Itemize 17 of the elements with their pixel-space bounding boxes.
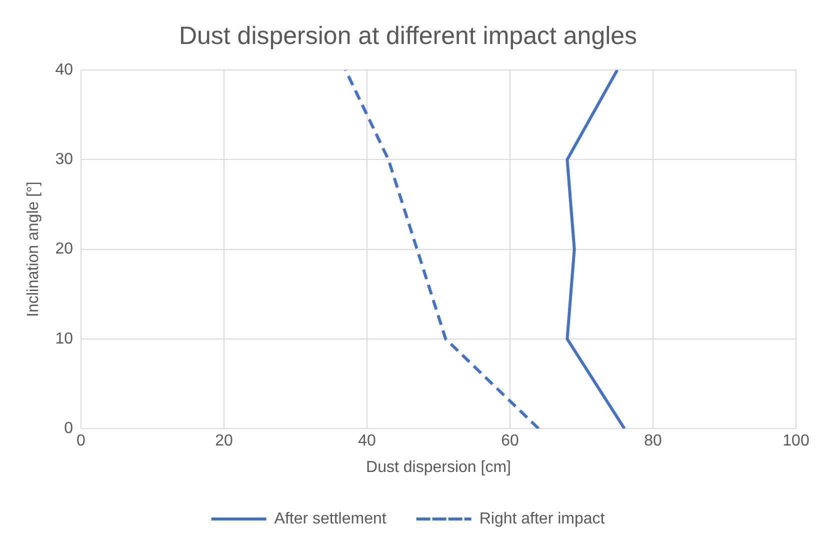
y-axis-title: Inclination angle [°] xyxy=(25,182,42,317)
x-tick-label: 60 xyxy=(501,432,519,450)
y-tick-label: 10 xyxy=(55,330,74,348)
x-tick-label: 0 xyxy=(76,432,86,450)
line-series xyxy=(344,70,540,429)
x-tick-label: 20 xyxy=(215,432,233,450)
x-tick-label: 40 xyxy=(358,432,376,450)
x-tick-label: 80 xyxy=(644,432,662,450)
y-tick-label: 30 xyxy=(55,151,74,168)
chart-title: Dust dispersion at different impact angles xyxy=(178,22,638,50)
legend-label: After settlement xyxy=(274,510,387,528)
x-tick-label: 100 xyxy=(782,432,810,450)
y-tick-label: 20 xyxy=(55,240,74,258)
y-tick-label: 0 xyxy=(64,420,74,438)
y-tick-label: 40 xyxy=(55,61,74,78)
legend-label: Right after impact xyxy=(479,510,606,528)
x-axis-title: Dust dispersion [cm] xyxy=(366,458,511,476)
